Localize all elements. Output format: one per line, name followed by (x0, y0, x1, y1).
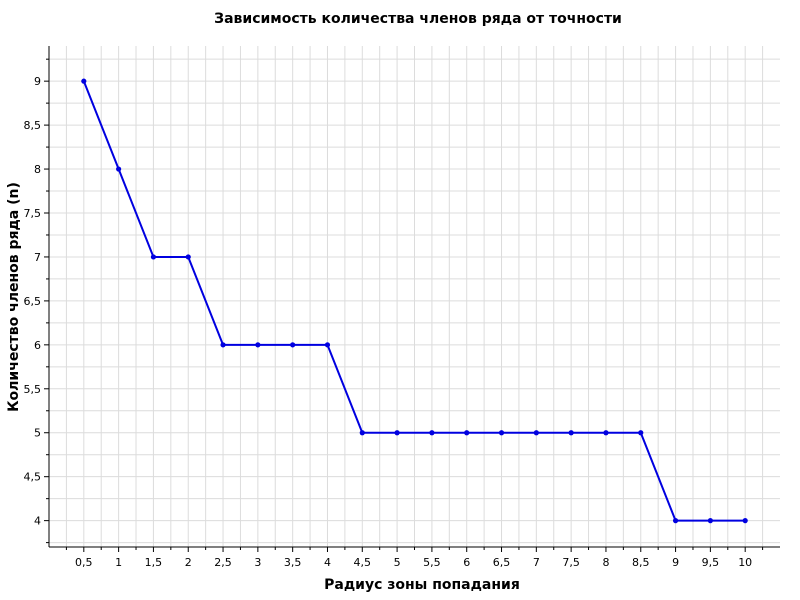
x-tick-label: 7 (533, 556, 540, 569)
data-point (81, 78, 87, 84)
y-tick-label: 6 (34, 339, 41, 352)
x-tick-label: 2 (185, 556, 192, 569)
x-tick-label: 3,5 (284, 556, 302, 569)
data-point (324, 342, 331, 348)
data-point (359, 430, 365, 436)
x-tick-label: 6,5 (493, 556, 511, 569)
x-tick-label: 6 (463, 556, 470, 569)
series-line (82, 80, 746, 522)
series-layer (81, 78, 748, 524)
x-tick-label: 9,5 (702, 556, 720, 569)
data-point (290, 342, 296, 348)
data-point (150, 254, 157, 260)
x-tick-label: 5 (394, 556, 401, 569)
x-tick-label: 8,5 (632, 556, 650, 569)
data-point (220, 342, 226, 348)
x-tick-label: 4 (324, 556, 331, 569)
y-tick-label: 5 (34, 427, 41, 440)
data-point (429, 430, 435, 436)
y-tick-label: 7,5 (24, 207, 42, 220)
data-point (394, 430, 400, 436)
axes (44, 46, 780, 552)
x-axis-title: Радиус зоны попадания (324, 577, 520, 593)
y-tick-label: 8,5 (24, 119, 42, 132)
x-tick-label: 8 (602, 556, 609, 569)
data-point (533, 430, 539, 436)
grid-lines (49, 46, 780, 547)
chart-title: Зависимость количества членов ряда от то… (214, 11, 622, 27)
y-tick-label: 4 (34, 515, 41, 528)
x-tick-label: 4,5 (354, 556, 372, 569)
data-point (707, 518, 713, 524)
x-tick-label: 3 (254, 556, 261, 569)
x-tick-label: 10 (738, 556, 752, 569)
y-tick-label: 8 (34, 163, 41, 176)
x-tick-label: 5,5 (423, 556, 441, 569)
x-tick-label: 2,5 (214, 556, 232, 569)
data-point (638, 430, 644, 436)
x-tick-label: 0,5 (75, 556, 93, 569)
x-tick-label: 7,5 (562, 556, 580, 569)
y-tick-label: 5,5 (24, 383, 42, 396)
y-tick-label: 4,5 (24, 471, 42, 484)
data-point (568, 430, 574, 436)
data-point (603, 430, 609, 436)
data-point (185, 254, 191, 260)
data-point (672, 518, 679, 524)
data-point (255, 342, 261, 348)
x-tick-label: 1 (115, 556, 122, 569)
data-point (116, 166, 122, 172)
x-tick-label: 9 (672, 556, 679, 569)
x-tick-label: 1,5 (145, 556, 163, 569)
y-tick-label: 9 (34, 75, 41, 88)
tick-labels: 0,5 1 1,5 2 2,5 3 3,5 4 4,5 5 5,5 6 6,5 7 7,5 8 8,5 9 9,5 1… (24, 75, 753, 569)
data-point (742, 518, 748, 524)
y-tick-label: 7 (34, 251, 41, 264)
y-tick-label: 6,5 (24, 295, 42, 308)
data-point (464, 430, 470, 436)
data-point (498, 430, 505, 436)
y-axis-title: Количество членов ряда (n) (6, 182, 22, 412)
